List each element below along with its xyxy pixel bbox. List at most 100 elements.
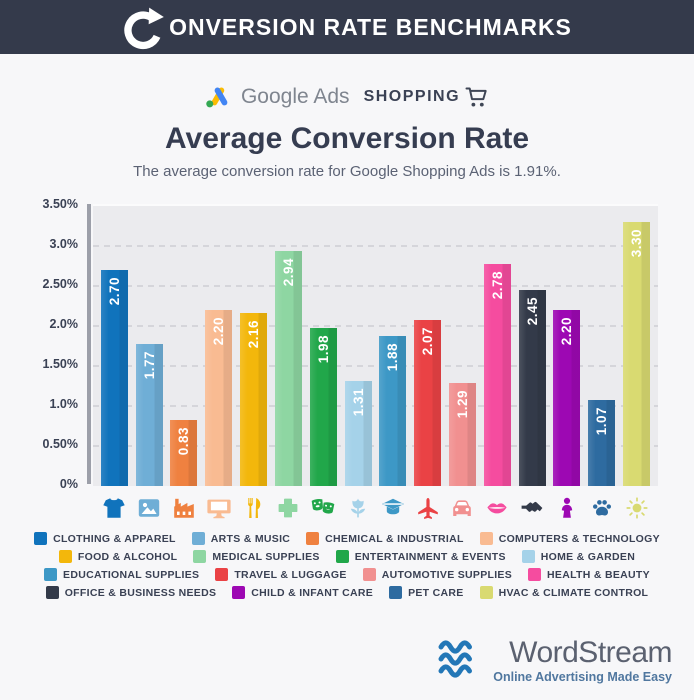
bar-value-text: 2.20	[211, 317, 227, 346]
bar-value-text: 2.20	[559, 317, 575, 346]
header-title: ONVERSION RATE BENCHMARKS	[169, 13, 572, 40]
legend-label: AUTOMOTIVE SUPPLIES	[381, 568, 513, 581]
bar-value-text: 2.16	[246, 320, 262, 349]
legend-item-automotive-supplies: AUTOMOTIVE SUPPLIES	[362, 568, 513, 581]
legend-label: TRAVEL & LUGGAGE	[234, 568, 347, 581]
legend-swatch	[389, 586, 403, 599]
bar-food-alcohol: 2.16	[240, 313, 268, 486]
brand-row: Google Ads SHOPPING	[0, 82, 694, 112]
bar-value-text: 1.77	[141, 351, 157, 380]
legend-item-home-garden: HOME & GARDEN	[521, 550, 636, 563]
bar-office-business-needs: 2.45	[518, 290, 546, 486]
legend-row: FOOD & ALCOHOL MEDICAL SUPPLIES ENTERTAINM…	[0, 550, 694, 563]
bar-value-text: 1.98	[315, 335, 331, 364]
plot-area: 2.70 1.77 0.83 2.20 2.16 2.94 1.98 1.31 1.88 2.07…	[93, 204, 658, 486]
legend-swatch	[479, 586, 493, 599]
bar-value-text: 1.31	[350, 388, 366, 417]
legend-item-educational-supplies: EDUCATIONAL SUPPLIES	[44, 568, 199, 581]
legend-label: MEDICAL SUPPLIES	[212, 550, 320, 563]
bar-value-label: 2.16	[240, 320, 267, 348]
legend-item-arts-music: ARTS & MUSIC	[191, 532, 291, 545]
bar-pet-care: 1.07	[588, 400, 616, 486]
legend-label: FOOD & ALCOHOL	[77, 550, 178, 563]
paw-icon	[588, 496, 615, 520]
legend-swatch	[362, 568, 376, 581]
bar-chart: 3.50% 3.0% 2.50% 2.0% 1.50% 1.0% 0.50% 0% 2.70 1…	[0, 196, 694, 526]
y-tick-label: 1.0%	[49, 397, 79, 411]
bar-value-text: 1.07	[594, 407, 610, 436]
legend-swatch	[232, 586, 246, 599]
bar-value-label: 2.20	[553, 317, 580, 345]
bar-value-text: 2.07	[420, 327, 436, 356]
legend-swatch	[306, 532, 320, 545]
y-tick-label: 0.50%	[42, 437, 78, 451]
bar-value-text: 1.88	[385, 343, 401, 372]
legend-item-computers-technology: COMPUTERS & TECHNOLOGY	[479, 532, 660, 545]
bar-value-label: 2.70	[101, 277, 128, 305]
legend-label: HOME & GARDEN	[540, 550, 636, 563]
legend-label: CLOTHING & APPAREL	[53, 532, 176, 545]
legend-item-travel-luggage: TRAVEL & LUGGAGE	[215, 568, 346, 581]
y-axis-line	[87, 204, 91, 484]
flower-icon	[345, 496, 372, 520]
bar-value-label: 2.78	[484, 271, 511, 299]
bars: 2.70 1.77 0.83 2.20 2.16 2.94 1.98 1.31 1.88 2.07…	[93, 206, 658, 486]
legend-label: ARTS & MUSIC	[210, 532, 291, 545]
bar-arts-music: 1.77	[135, 344, 163, 486]
picture-icon	[136, 496, 163, 520]
legend-swatch	[528, 568, 542, 581]
bar-medical-supplies: 2.94	[274, 251, 302, 486]
bar-health-beauty: 2.78	[483, 264, 511, 486]
bar-child-infant-care: 2.20	[553, 310, 581, 486]
factory-icon	[170, 496, 197, 520]
bar-value-label: 2.45	[519, 297, 546, 325]
legend-label: EDUCATIONAL SUPPLIES	[63, 568, 200, 581]
y-tick-label: 3.0%	[49, 237, 79, 251]
wordstream-name: WordStream	[509, 635, 672, 669]
bar-travel-luggage: 2.07	[414, 320, 442, 486]
legend-item-food-alcohol: FOOD & ALCOHOL	[58, 550, 178, 563]
circular-arrow-c-icon	[124, 7, 164, 50]
legend-item-child-infant-care: CHILD & INFANT CARE	[232, 586, 373, 599]
bar-value-text: 2.78	[489, 271, 505, 300]
tshirt-icon	[101, 496, 128, 520]
legend-label: ENTERTAINMENT & EVENTS	[354, 550, 506, 563]
bar-clothing-apparel: 2.70	[100, 270, 128, 486]
wordstream-text: WordStream Online Advertising Made Easy	[493, 635, 672, 684]
legend-label: HVAC & CLIMATE CONTROL	[498, 586, 649, 599]
bar-chemical-industrial: 0.83	[170, 420, 198, 486]
legend: CLOTHING & APPAREL ARTS & MUSIC CHEMICAL &…	[0, 532, 694, 599]
legend-swatch	[521, 550, 535, 563]
legend-swatch	[215, 568, 229, 581]
legend-item-medical-supplies: MEDICAL SUPPLIES	[193, 550, 319, 563]
bar-value-label: 3.30	[623, 229, 650, 257]
graduation-cap-icon	[379, 496, 406, 520]
y-tick-label: 2.0%	[49, 317, 79, 331]
theater-masks-icon	[310, 496, 337, 520]
bar-educational-supplies: 1.88	[379, 336, 407, 486]
legend-item-clothing-apparel: CLOTHING & APPAREL	[34, 532, 176, 545]
bar-hvac-climate-control: 3.30	[623, 222, 650, 486]
legend-swatch	[335, 550, 349, 563]
legend-label: COMPUTERS & TECHNOLOGY	[498, 532, 660, 545]
bar-value-label: 2.20	[205, 317, 232, 345]
y-tick-label: 3.50%	[42, 197, 78, 211]
medical-cross-icon	[275, 496, 302, 520]
bar-value-label: 1.29	[449, 390, 476, 418]
shopping-cart-icon	[465, 87, 487, 107]
bar-automotive-supplies: 1.29	[448, 383, 476, 486]
waves-icon	[438, 640, 473, 678]
legend-swatch	[58, 550, 72, 563]
bar-value-label: 0.83	[170, 427, 197, 455]
legend-swatch	[191, 532, 205, 545]
bar-value-label: 2.94	[275, 258, 302, 286]
utensils-icon	[240, 496, 267, 520]
wordstream-tagline: Online Advertising Made Easy	[493, 670, 672, 684]
bar-value-text: 3.30	[629, 229, 644, 258]
bar-computers-technology: 2.20	[205, 310, 233, 486]
legend-swatch	[479, 532, 493, 545]
page-title: Average Conversion Rate	[164, 122, 529, 155]
legend-label: HEALTH & BEAUTY	[547, 568, 650, 581]
y-tick-label: 1.50%	[42, 357, 78, 371]
